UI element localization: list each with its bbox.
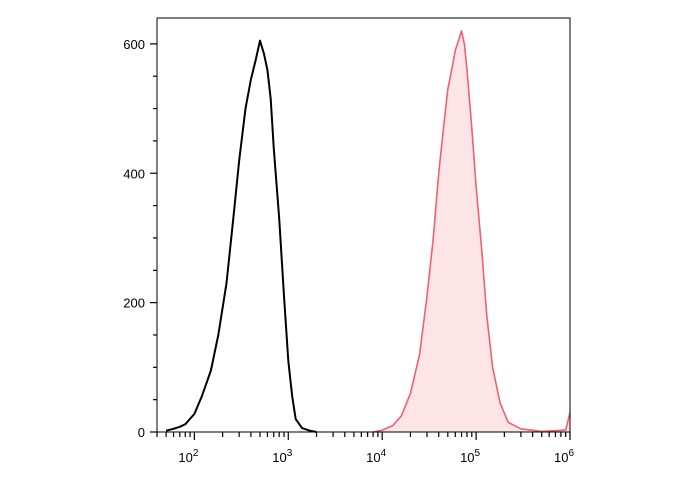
y-tick-label: 600 xyxy=(123,37,145,52)
y-tick-label: 0 xyxy=(138,425,145,440)
x-tick-label: 104 xyxy=(366,448,386,465)
series-1-line xyxy=(372,30,571,433)
y-tick-label: 200 xyxy=(123,296,145,311)
series-1-area xyxy=(373,30,570,433)
x-tick-label: 106 xyxy=(554,448,574,465)
y-tick-label: 400 xyxy=(123,166,145,181)
plot-frame xyxy=(156,17,571,433)
x-tick-label: 102 xyxy=(178,448,198,465)
x-tick-label: 103 xyxy=(272,448,292,465)
x-tick-label: 105 xyxy=(460,448,480,465)
series-0-line xyxy=(165,39,317,433)
